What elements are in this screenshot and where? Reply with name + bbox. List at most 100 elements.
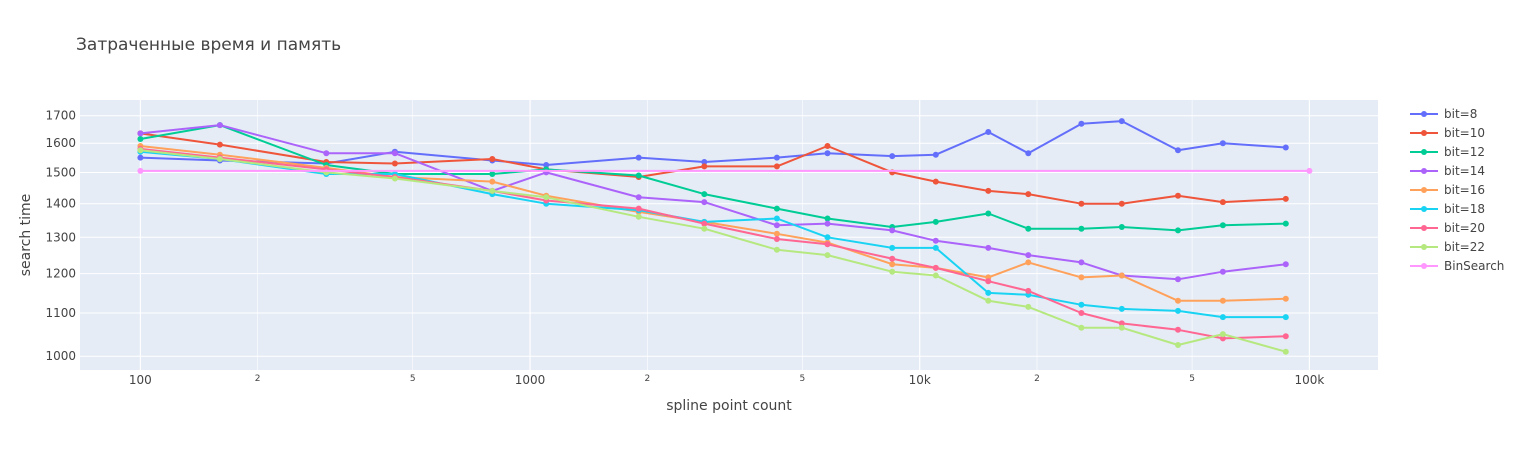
x-tick-label: 5 [1189, 374, 1195, 384]
data-point [1118, 118, 1125, 125]
data-point [1282, 348, 1289, 355]
legend-item[interactable]: bit=12 [1410, 145, 1485, 159]
data-point [1175, 326, 1181, 333]
data-point [216, 156, 223, 162]
data-point [701, 199, 708, 206]
data-point [137, 167, 144, 174]
legend-item[interactable]: bit=20 [1410, 221, 1485, 235]
data-point [1282, 220, 1289, 227]
data-point [1118, 324, 1125, 331]
data-point [773, 230, 780, 237]
data-point [137, 147, 144, 154]
legend-item[interactable]: bit=8 [1410, 107, 1477, 121]
x-tick-label: 100k [1294, 373, 1324, 387]
data-point [773, 215, 780, 222]
data-point [1078, 200, 1085, 207]
data-point [489, 156, 496, 162]
data-point [1175, 227, 1181, 234]
data-point [1025, 191, 1032, 198]
data-point [773, 246, 780, 253]
y-tick-label: 1600 [45, 136, 76, 150]
series-BinSearch [137, 167, 1313, 174]
data-point [391, 160, 398, 167]
legend-label: BinSearch [1444, 259, 1504, 273]
y-tick-label: 1000 [45, 349, 76, 363]
y-tick-label: 1100 [45, 306, 76, 320]
x-tick-label: 2 [1034, 374, 1040, 384]
legend-swatch-marker [1421, 263, 1427, 269]
data-point [1175, 297, 1181, 304]
data-point [1118, 200, 1125, 207]
legend-label: bit=16 [1444, 183, 1485, 197]
data-point [985, 129, 992, 135]
data-point [1078, 310, 1085, 316]
x-tick-label: 1000 [515, 373, 546, 387]
data-point [932, 244, 939, 251]
data-point [773, 222, 780, 229]
data-point [824, 241, 831, 248]
data-point [137, 154, 144, 161]
data-point [1219, 335, 1226, 342]
data-point [1078, 225, 1085, 232]
data-point [932, 272, 939, 279]
data-point [391, 175, 398, 182]
legend-item[interactable]: bit=10 [1410, 126, 1485, 140]
x-axis-ticks: 100 2 5 1000 2 5 10k 2 5 100k [129, 373, 1324, 387]
data-point [773, 154, 780, 161]
legend-item[interactable]: bit=18 [1410, 202, 1485, 216]
data-point [635, 172, 642, 179]
y-axis-title: search time [18, 194, 34, 277]
data-point [932, 151, 939, 158]
data-point [1175, 307, 1181, 314]
x-tick-label: 2 [255, 374, 261, 384]
data-point [1078, 259, 1085, 266]
data-point [985, 278, 992, 285]
data-point [701, 163, 708, 170]
y-tick-label: 1200 [45, 267, 76, 281]
legend-item[interactable]: bit=22 [1410, 240, 1485, 254]
data-point [773, 236, 780, 242]
data-point [1219, 331, 1226, 338]
data-point [773, 163, 780, 170]
x-tick-label: 10k [909, 373, 931, 387]
x-tick-label: 100 [129, 373, 152, 387]
legend-item[interactable]: BinSearch [1410, 259, 1504, 273]
data-point [1025, 259, 1032, 266]
y-tick-label: 1300 [45, 230, 76, 244]
data-point [635, 205, 642, 212]
legend[interactable]: bit=8 bit=10 bit=12 bit=14 bit=16 bit=18 bit=2… [1410, 107, 1504, 273]
data-point [216, 141, 223, 148]
data-point [1118, 272, 1125, 279]
legend-label: bit=8 [1444, 107, 1477, 121]
data-point [1025, 303, 1032, 310]
data-point [932, 178, 939, 185]
x-tick-label: 5 [800, 374, 806, 384]
data-point [701, 220, 708, 227]
legend-swatch-marker [1421, 130, 1427, 136]
legend-swatch-marker [1421, 168, 1427, 174]
data-point [635, 194, 642, 201]
data-point [1025, 252, 1032, 259]
data-point [889, 261, 896, 268]
data-point [1078, 120, 1085, 127]
legend-item[interactable]: bit=16 [1410, 183, 1485, 197]
data-point [1175, 192, 1181, 199]
data-point [985, 187, 992, 194]
data-point [1078, 274, 1085, 281]
data-point [323, 150, 330, 157]
data-point [543, 162, 550, 168]
legend-label: bit=20 [1444, 221, 1485, 235]
data-point [489, 187, 496, 194]
data-point [1282, 195, 1289, 202]
series-layer [137, 118, 1313, 355]
data-point [1306, 167, 1313, 174]
x-tick-label: 2 [644, 374, 650, 384]
data-point [489, 178, 496, 185]
y-tick-label: 1400 [45, 197, 76, 211]
data-point [701, 191, 708, 198]
legend-item[interactable]: bit=14 [1410, 164, 1485, 178]
y-tick-label: 1700 [45, 109, 76, 123]
data-point [932, 218, 939, 225]
data-point [824, 234, 831, 241]
